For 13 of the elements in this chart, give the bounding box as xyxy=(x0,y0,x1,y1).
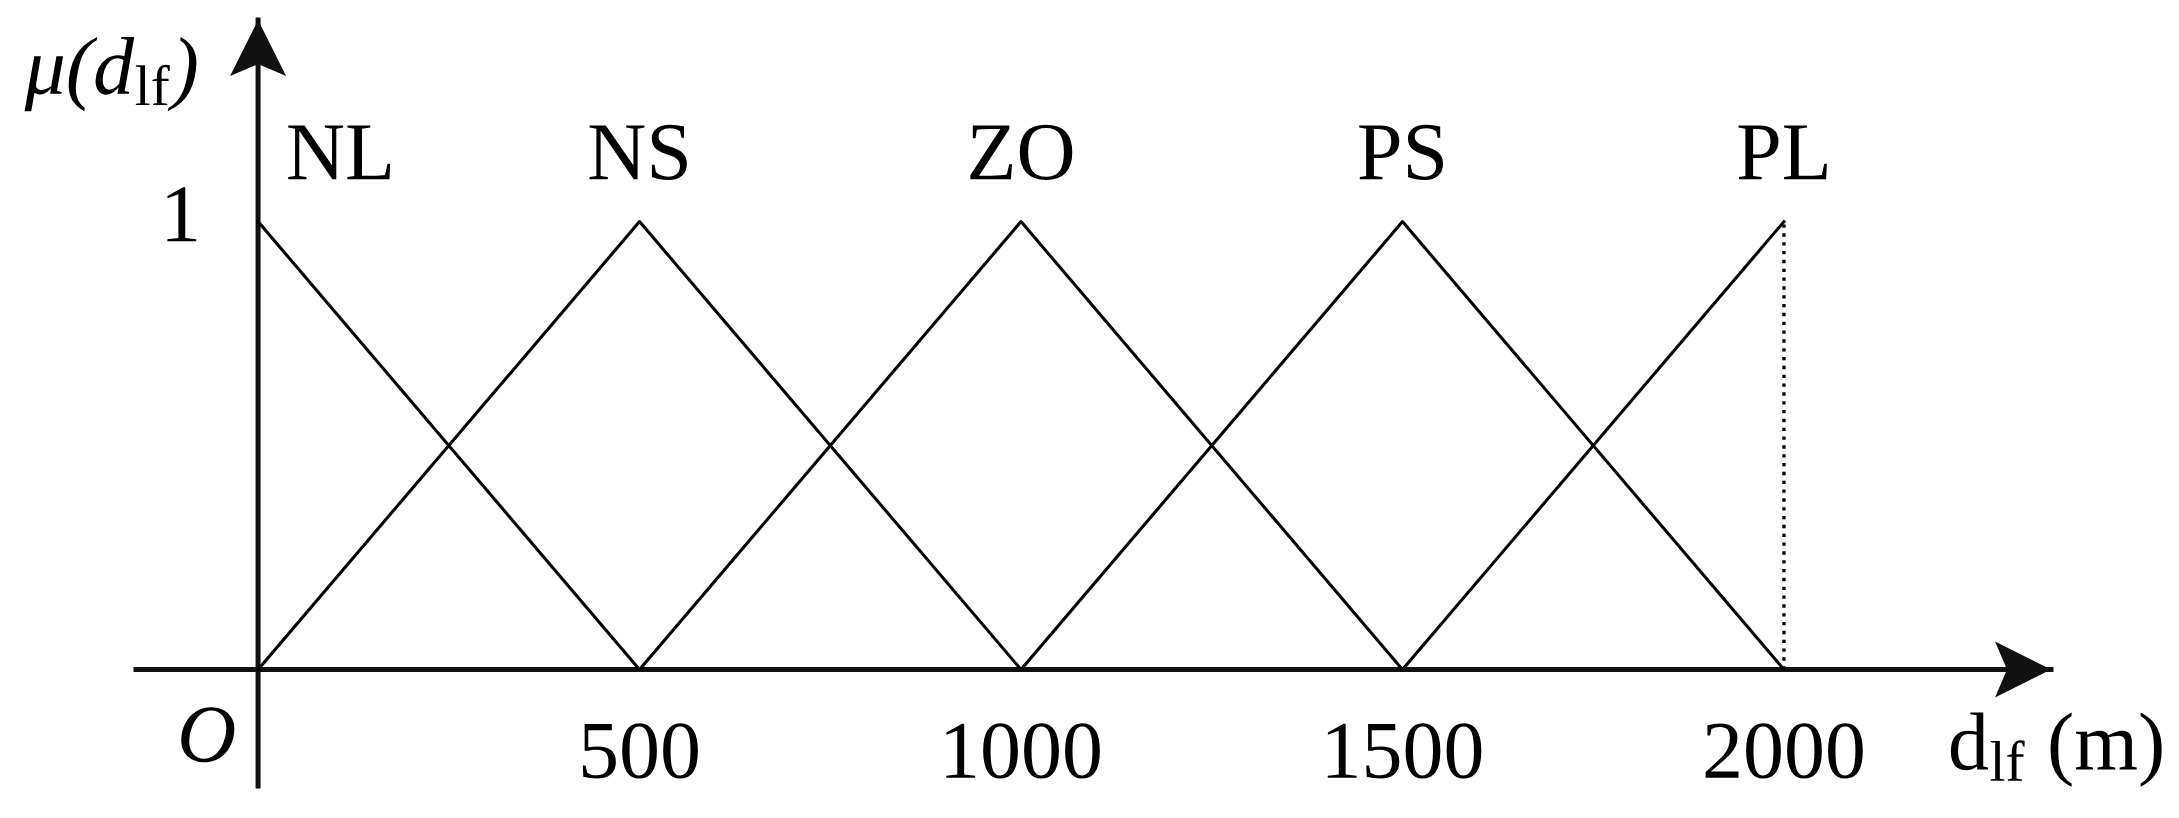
series-label: ZO xyxy=(970,124,1073,180)
x-tick-label: 1000 xyxy=(946,723,1100,779)
x-tick-label: 2000 xyxy=(1705,723,1863,779)
annotation: O xyxy=(181,707,235,763)
y-axis-title: μ(d$_{lf}$) xyxy=(24,36,197,112)
series-label: PS xyxy=(1359,124,1443,180)
x-axis-title: d$_{lf}$ (m) xyxy=(1950,712,2162,787)
x-tick-label: 500 xyxy=(582,723,698,779)
series-label: PL xyxy=(1738,125,1827,180)
x-tick-label: 1500 xyxy=(1327,723,1482,779)
annotation: 1 xyxy=(167,187,197,242)
series-label: NL xyxy=(288,125,391,180)
series-label: NS xyxy=(589,124,687,180)
